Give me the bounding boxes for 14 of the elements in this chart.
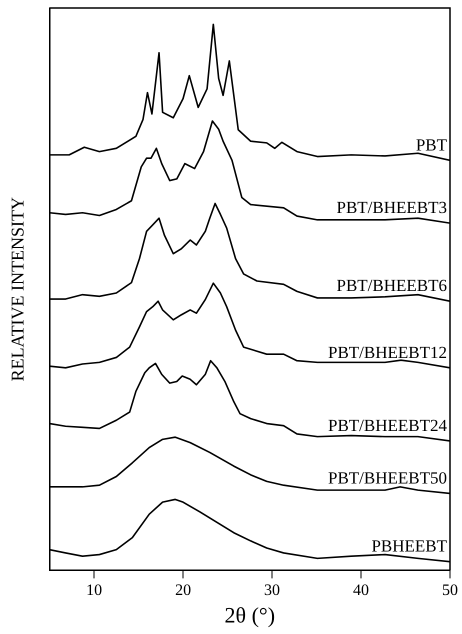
series-label: PBT/BHEEBT50 [328, 468, 447, 488]
x-tick-label: 30 [264, 582, 280, 600]
series-label: PBT/BHEEBT24 [328, 416, 448, 435]
series-label: PBHEEBT [371, 536, 448, 556]
series-label: PBT/BHEEBT6 [336, 276, 447, 296]
x-axis-title: 2θ (°) [224, 602, 276, 628]
x-tick-label: 10 [86, 582, 102, 600]
y-axis-title: RELATIVE INTENSITY [8, 196, 28, 382]
series-label: PBT/BHEEBT12 [328, 342, 447, 362]
series-label: PBT [416, 135, 448, 154]
series-label: PBT/BHEEBT3 [336, 198, 447, 218]
x-tick-label: 20 [175, 582, 192, 600]
x-tick-label: 40 [353, 582, 370, 600]
x-tick-label: 50 [442, 582, 458, 600]
